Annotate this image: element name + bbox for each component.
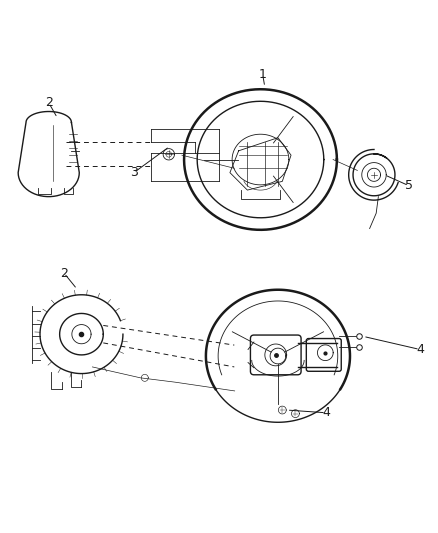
Text: 4: 4 — [322, 406, 330, 419]
FancyBboxPatch shape — [306, 338, 341, 372]
Text: 1: 1 — [259, 68, 267, 81]
Text: 5: 5 — [405, 179, 413, 192]
Text: 3: 3 — [130, 166, 138, 179]
Text: 2: 2 — [60, 266, 68, 279]
FancyBboxPatch shape — [251, 335, 301, 375]
Text: 2: 2 — [45, 96, 53, 109]
Text: 4: 4 — [416, 343, 424, 356]
